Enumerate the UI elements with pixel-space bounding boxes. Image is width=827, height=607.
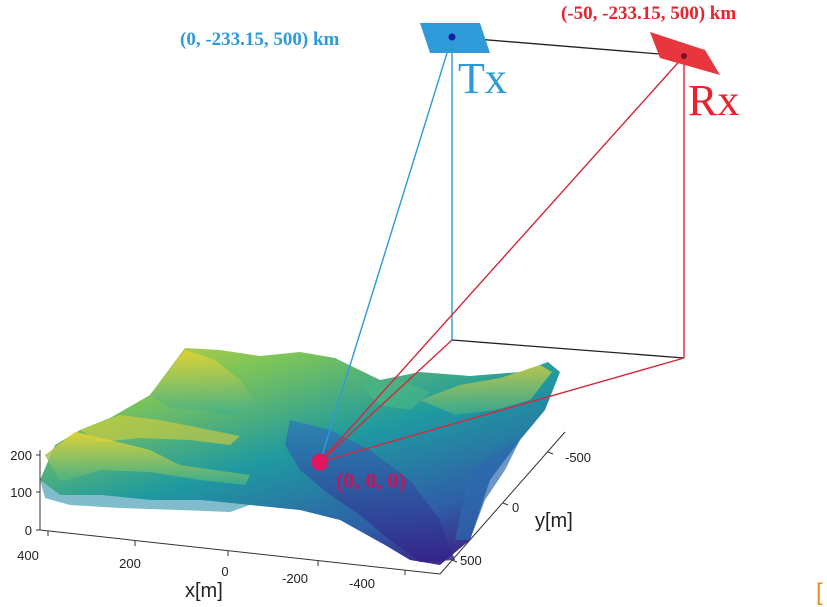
tx-to-origin-line: [319, 36, 453, 463]
z-tick-0: 0: [25, 523, 32, 538]
x-tick-labels: 400 200 0 -200 -400: [17, 548, 375, 591]
x-tick-200: 200: [119, 556, 141, 571]
y-tick-labels: -500 0 500: [460, 450, 591, 568]
x-axis-label: x[m]: [185, 580, 223, 602]
x-tick-400: 400: [17, 548, 39, 563]
plot-axes: [36, 431, 566, 575]
z-tick-labels: 200 100 0: [10, 448, 32, 538]
rx-label: Rx: [688, 76, 739, 125]
x-tick-minus-200: -200: [282, 571, 308, 586]
x-tick-0: 0: [221, 564, 228, 579]
rx-point: [681, 53, 687, 59]
z-tick-100: 100: [10, 485, 32, 500]
rx-antenna: [650, 32, 720, 75]
rx-to-origin-line: [319, 55, 685, 463]
y-tick-500: 500: [460, 553, 482, 568]
box-bottom-edge: [451, 339, 685, 359]
origin-point: [311, 453, 329, 471]
origin-coordinates: (0, 0, 0): [336, 468, 406, 493]
tx-point: [448, 33, 456, 41]
terrain-surface: [40, 348, 560, 565]
rx-links: [319, 55, 685, 463]
box-corner-to-origin-line: [319, 339, 453, 463]
x-axis-line: [39, 529, 441, 575]
z-tick-200: 200: [10, 448, 32, 463]
cropped-bracket: [: [816, 579, 823, 606]
tx-rx-baseline: [451, 36, 685, 57]
tx-antenna: [420, 23, 490, 53]
tx-label: Tx: [458, 54, 507, 103]
y-tick-minus-500: -500: [565, 450, 591, 465]
y-axis-label: y[m]: [535, 510, 573, 532]
x-tick-minus-400: -400: [349, 576, 375, 591]
rx-foot-to-origin-line: [319, 357, 685, 463]
tx-links: [319, 36, 453, 463]
geometry-box: [451, 36, 685, 359]
y-tick-0: 0: [512, 500, 519, 515]
y-axis-line: [439, 431, 566, 575]
rx-coordinates: (-50, -233.15, 500) km: [561, 3, 736, 24]
tx-coordinates: (0, -233.15, 500) km: [180, 29, 340, 50]
